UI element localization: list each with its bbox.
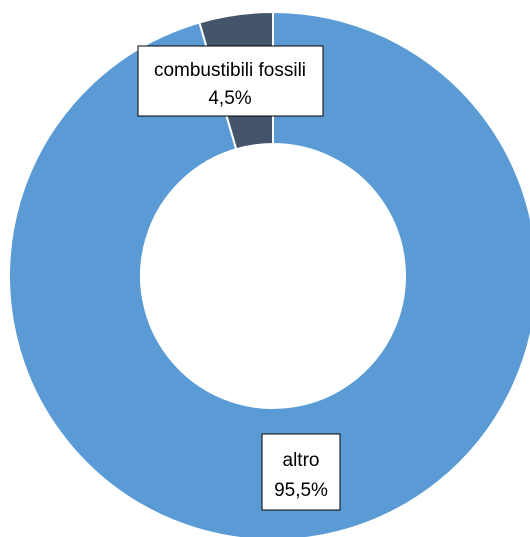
data-label-other-value: 95,5% [274,480,328,501]
data-label-other-name: altro [283,450,320,471]
data-label-fossil: combustibili fossili 4,5% [137,45,324,117]
data-label-fossil-box [137,45,324,117]
data-label-other-box [261,433,341,511]
data-label-fossil-name: combustibili fossili [154,60,306,81]
slice-altro [8,10,530,537]
data-label-fossil-value: 4,5% [208,88,251,109]
data-label-other: altro 95,5% [261,433,341,511]
